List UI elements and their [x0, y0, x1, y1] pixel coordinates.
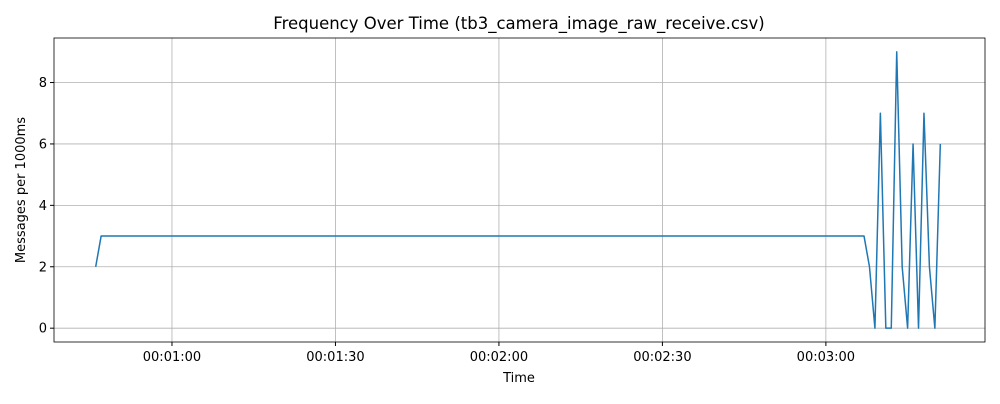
y-tick-label: 0 — [39, 322, 47, 337]
line-series — [94, 51, 942, 329]
x-tick-label: 00:01:30 — [306, 350, 364, 365]
y-tick-label: 8 — [39, 76, 47, 91]
y-tick-label: 4 — [39, 199, 47, 214]
y-axis-label: Messages per 1000ms — [14, 117, 29, 263]
x-tick-label: 00:03:00 — [797, 350, 855, 365]
chart-title: Frequency Over Time (tb3_camera_image_ra… — [273, 14, 764, 34]
x-axis-label: Time — [502, 371, 535, 386]
plot-frame — [53, 37, 986, 343]
y-tick-label: 6 — [39, 137, 47, 152]
y-tick-label: 2 — [39, 260, 47, 275]
x-tick-label: 00:01:00 — [143, 350, 201, 365]
x-tick-label: 00:02:00 — [470, 350, 528, 365]
x-tick-label: 00:02:30 — [633, 350, 691, 365]
